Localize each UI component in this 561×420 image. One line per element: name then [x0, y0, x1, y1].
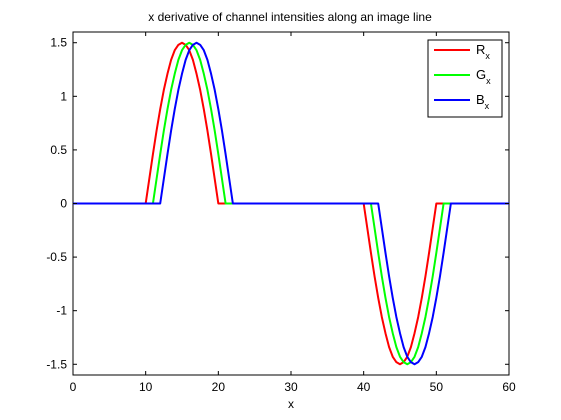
series-line-b	[73, 41, 509, 366]
y-tick-label: 1	[60, 89, 67, 103]
x-tick-label: 10	[139, 380, 153, 394]
x-tick-label: 0	[70, 380, 77, 394]
legend-label-g: Gx	[476, 67, 491, 86]
legend-label-b: Bx	[476, 92, 490, 111]
legend-box	[427, 39, 503, 118]
y-tick-label: -1.5	[46, 357, 67, 371]
x-tick-label: 60	[502, 380, 516, 394]
legend-label-main: B	[476, 92, 485, 107]
legend-label-r: Rx	[476, 42, 490, 61]
legend-label-subscript: x	[485, 101, 490, 111]
series-layer	[73, 41, 509, 366]
x-axis-label: x	[288, 397, 294, 411]
x-tick-label: 50	[430, 380, 444, 394]
legend-label-main: R	[476, 42, 485, 57]
chart-title: x derivative of channel intensities alon…	[148, 10, 432, 24]
y-tick-label: 1.5	[50, 36, 67, 50]
legend-label-subscript: x	[486, 76, 491, 86]
y-tick-label: 0.5	[50, 143, 67, 157]
y-tick-label: -0.5	[46, 250, 67, 264]
x-tick-label: 30	[284, 380, 298, 394]
x-tick-label: 20	[212, 380, 226, 394]
y-tick-label: -1	[56, 304, 67, 318]
y-tick-label: 0	[60, 197, 67, 211]
tick-layer: 0 10 20 30 40 50 60 -1.5 -1 -0.5 0 0.5 1 1.5	[46, 32, 516, 394]
legend-label-main: G	[476, 67, 486, 82]
x-tick-label: 40	[357, 380, 371, 394]
legend-label-subscript: x	[485, 51, 490, 61]
